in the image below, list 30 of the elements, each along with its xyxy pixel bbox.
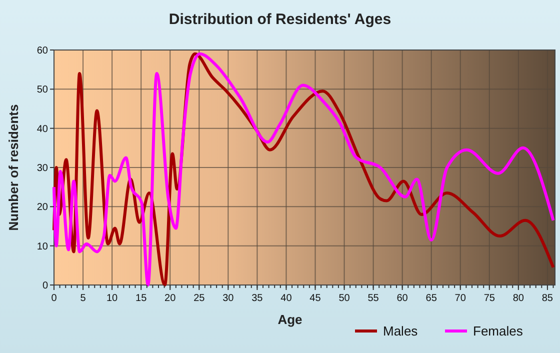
x-tick-label: 50 — [338, 293, 350, 304]
x-tick-label: 85 — [542, 293, 554, 304]
y-tick-label: 50 — [36, 84, 48, 96]
x-tick-label: 45 — [310, 293, 322, 304]
x-tick-label: 20 — [164, 293, 176, 304]
x-tick-label: 15 — [136, 293, 148, 304]
y-tick-label: 60 — [36, 46, 48, 56]
x-tick-label: 60 — [396, 293, 408, 304]
x-tick-label: 40 — [280, 293, 292, 304]
y-tick-label: 10 — [36, 241, 48, 252]
legend-label: Females — [473, 324, 524, 338]
chart-title: Distribution of Residents' Ages — [168, 11, 392, 28]
x-tick-label: 55 — [368, 293, 380, 304]
y-tick-label: 30 — [36, 163, 48, 174]
x-tick-label: 70 — [454, 293, 466, 304]
x-tick-label: 10 — [106, 293, 118, 304]
x-tick-label: 25 — [194, 293, 206, 304]
y-tick-label: 20 — [36, 202, 48, 214]
x-tick-label: 5 — [80, 293, 86, 304]
x-tick-label: 0 — [51, 293, 58, 304]
y-axis-title: Number of residents — [6, 104, 21, 231]
legend-label: Males — [383, 324, 418, 338]
y-tick-label: 0 — [42, 280, 48, 292]
x-tick-label: 35 — [252, 293, 264, 304]
x-axis-title: Age — [278, 312, 302, 327]
x-tick-label: 65 — [426, 293, 438, 304]
x-tick-label: 75 — [484, 293, 496, 304]
y-tick-label: 40 — [36, 124, 48, 135]
x-tick-label: 80 — [512, 293, 524, 304]
x-tick-label: 30 — [222, 293, 234, 304]
